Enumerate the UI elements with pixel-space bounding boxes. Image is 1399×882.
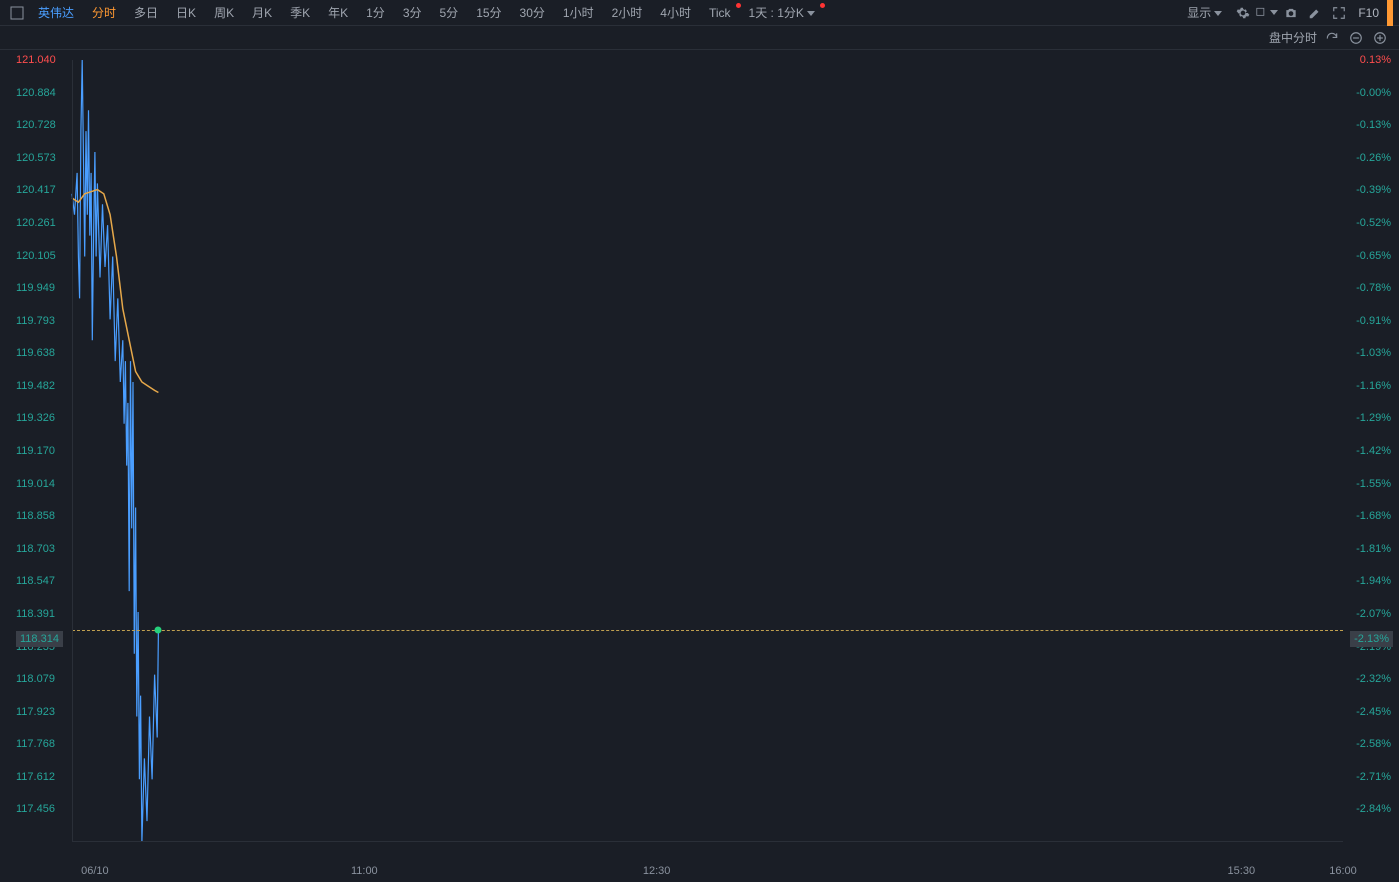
price-tick: 117.923 — [16, 706, 55, 718]
price-tick: 118.547 — [16, 575, 55, 587]
pct-tick: -2.07% — [1356, 608, 1391, 620]
time-tick: 12:30 — [643, 865, 671, 877]
price-tick: 117.768 — [16, 738, 55, 750]
timeframe-4小时[interactable]: 4小时 — [652, 1, 699, 25]
timeframe-分时[interactable]: 分时 — [84, 1, 124, 25]
timeframe-1天 : 1分K[interactable]: 1天 : 1分K — [741, 1, 823, 25]
chart-plot[interactable]: 118.314 -2.13% — [72, 60, 1343, 842]
timeframe-Tick[interactable]: Tick — [701, 1, 739, 25]
pct-tick: -0.26% — [1356, 152, 1391, 164]
current-price-line: 118.314 -2.13% — [72, 630, 1343, 631]
timeframe-月K[interactable]: 月K — [244, 1, 280, 25]
pct-tick: -0.39% — [1356, 184, 1391, 196]
pct-tick: -0.52% — [1356, 217, 1391, 229]
x-axis-time: 06/1011:0012:3015:3016:00 — [72, 858, 1343, 882]
layout-icon[interactable] — [6, 2, 28, 24]
time-tick: 06/10 — [81, 865, 109, 877]
pct-tick: -1.16% — [1356, 380, 1391, 392]
sub-toolbar: 盘中分时 — [0, 26, 1399, 50]
chevron-down-icon — [1270, 10, 1278, 15]
price-tick: 120.417 — [16, 184, 56, 196]
pct-tick: -2.71% — [1356, 771, 1391, 783]
time-tick: 15:30 — [1228, 865, 1256, 877]
pencil-icon[interactable] — [1304, 2, 1326, 24]
pct-tick: -1.42% — [1356, 445, 1391, 457]
timeframe-年K[interactable]: 年K — [320, 1, 356, 25]
minus-circle-icon[interactable] — [1347, 29, 1365, 47]
current-price-tag: 118.314 — [16, 631, 63, 647]
timeframe-5分[interactable]: 5分 — [432, 1, 467, 25]
pct-tick: -2.58% — [1356, 738, 1391, 750]
pct-tick: -2.32% — [1356, 673, 1391, 685]
price-tick: 118.858 — [16, 510, 55, 522]
right-edge-indicator — [1387, 0, 1393, 26]
box-dropdown-icon[interactable] — [1256, 2, 1278, 24]
pct-tick: -2.45% — [1356, 706, 1391, 718]
pct-tick: -0.91% — [1356, 315, 1391, 327]
price-tick: 118.079 — [16, 673, 55, 685]
camera-icon[interactable] — [1280, 2, 1302, 24]
current-price-dot — [155, 626, 162, 633]
pct-tick: -1.03% — [1356, 347, 1391, 359]
pct-tick: -0.65% — [1356, 250, 1391, 262]
price-tick: 117.456 — [16, 803, 55, 815]
fullscreen-icon[interactable] — [1328, 2, 1350, 24]
timeframe-多日[interactable]: 多日 — [126, 1, 166, 25]
plus-circle-icon[interactable] — [1371, 29, 1389, 47]
pct-tick: -0.78% — [1356, 282, 1391, 294]
chart-area: 121.040 120.884 120.728 120.573 120.417 120.2… — [0, 50, 1399, 882]
timeframe-1分[interactable]: 1分 — [358, 1, 393, 25]
timeframe-季K[interactable]: 季K — [282, 1, 318, 25]
price-tick: 118.391 — [16, 608, 55, 620]
time-tick: 16:00 — [1329, 865, 1357, 877]
price-tick: 119.482 — [16, 380, 55, 392]
price-tick: 119.170 — [16, 445, 55, 457]
pct-tick: -2.84% — [1356, 803, 1391, 815]
price-tick: 119.014 — [16, 478, 55, 490]
current-pct-tag: -2.13% — [1350, 631, 1393, 647]
pct-tick: 0.13% — [1360, 54, 1391, 66]
f10-button[interactable]: F10 — [1352, 6, 1385, 20]
stock-name[interactable]: 英伟达 — [30, 1, 82, 25]
price-tick: 120.105 — [16, 250, 56, 262]
time-tick: 11:00 — [351, 865, 378, 877]
timeframe-15分[interactable]: 15分 — [468, 1, 509, 25]
chevron-down-icon — [807, 11, 815, 16]
gear-icon[interactable] — [1232, 2, 1254, 24]
price-tick: 117.612 — [16, 771, 55, 783]
timeframe-2小时[interactable]: 2小时 — [604, 1, 651, 25]
timeframe-30分[interactable]: 30分 — [512, 1, 553, 25]
price-tick: 118.703 — [16, 543, 55, 555]
pct-tick: -1.81% — [1356, 543, 1391, 555]
timeframe-3分[interactable]: 3分 — [395, 1, 430, 25]
y-axis-price: 121.040 120.884 120.728 120.573 120.417 120.2… — [0, 50, 72, 882]
pct-tick: -1.55% — [1356, 478, 1391, 490]
price-tick: 119.638 — [16, 347, 55, 359]
pct-tick: -1.29% — [1356, 412, 1391, 424]
pct-tick: -1.68% — [1356, 510, 1391, 522]
chevron-down-icon — [1214, 11, 1222, 16]
refresh-icon[interactable] — [1323, 29, 1341, 47]
timeframe-周K[interactable]: 周K — [206, 1, 242, 25]
price-tick: 119.949 — [16, 282, 55, 294]
y-axis-percent: 0.13% -0.00% -0.13% -0.26% -0.39% -0.52% -0.65… — [1343, 50, 1399, 882]
pct-tick: -0.13% — [1356, 119, 1391, 131]
price-tick: 120.728 — [16, 119, 56, 131]
price-tick: 121.040 — [16, 54, 56, 66]
timeframe-1小时[interactable]: 1小时 — [555, 1, 602, 25]
pct-tick: -0.00% — [1356, 87, 1391, 99]
price-tick: 119.326 — [16, 412, 55, 424]
intraday-label[interactable]: 盘中分时 — [1269, 29, 1317, 46]
chart-lines — [72, 60, 1343, 842]
display-menu[interactable]: 显示 — [1179, 1, 1230, 25]
price-tick: 120.884 — [16, 87, 56, 99]
notification-dot — [820, 3, 825, 8]
timeframe-日K[interactable]: 日K — [168, 1, 204, 25]
price-tick: 120.573 — [16, 152, 56, 164]
price-tick: 119.793 — [16, 315, 55, 327]
price-tick: 120.261 — [16, 217, 56, 229]
pct-tick: -1.94% — [1356, 575, 1391, 587]
main-toolbar: 英伟达 分时多日日K周K月K季K年K1分3分5分15分30分1小时2小时4小时T… — [0, 0, 1399, 26]
